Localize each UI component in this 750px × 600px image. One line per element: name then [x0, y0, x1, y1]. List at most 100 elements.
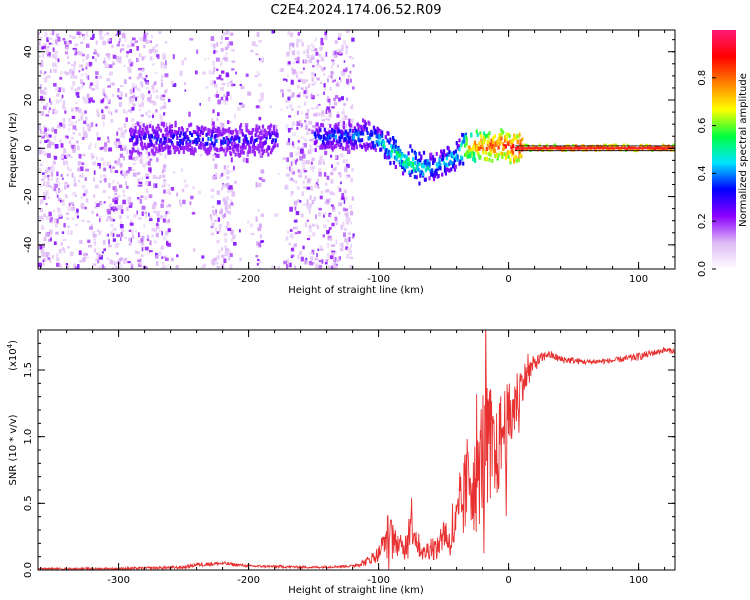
heatmap-speckle: [290, 191, 294, 195]
heatmap-speckle: [139, 154, 143, 159]
heatmap-speckle: [114, 243, 118, 249]
heatmap-speckle: [219, 174, 222, 179]
heatmap-speckle: [89, 84, 92, 89]
heatmap-speckle: [345, 97, 349, 101]
heatmap-speckle: [154, 50, 158, 55]
heatmap-ridge-cell: [143, 144, 146, 149]
heatmap-ridge-cell: [154, 131, 157, 136]
heatmap-ridge-cell: [149, 142, 152, 147]
heatmap-speckle: [329, 101, 331, 106]
heatmap-speckle: [217, 112, 220, 117]
heatmap-speckle: [219, 224, 223, 227]
heatmap-speckle: [220, 122, 225, 127]
heatmap-speckle: [49, 216, 54, 220]
heatmap-speckle: [60, 70, 63, 75]
heatmap-ridge-cell: [582, 148, 585, 152]
heatmap-ridge-cell: [205, 132, 208, 137]
heatmap-speckle: [142, 77, 145, 80]
heatmap-speckle: [114, 262, 117, 267]
heatmap-speckle: [164, 257, 169, 261]
heatmap-speckle: [63, 136, 67, 139]
heatmap-speckle: [81, 185, 86, 189]
heatmap-speckle: [223, 232, 228, 237]
heatmap-speckle: [173, 171, 176, 174]
heatmap-speckle: [96, 131, 99, 137]
heatmap-speckle: [315, 106, 319, 109]
heatmap-speckle: [345, 246, 349, 250]
heatmap-ridge-cell: [254, 133, 257, 137]
heatmap-speckle: [167, 183, 170, 187]
heatmap-speckle: [163, 112, 166, 116]
heatmap-speckle: [127, 201, 131, 205]
heatmap-ridge-cell: [344, 138, 347, 142]
heatmap-ridge-cell: [383, 155, 386, 160]
heatmap-speckle: [350, 243, 352, 249]
heatmap-speckle: [295, 151, 299, 156]
heatmap-speckle: [45, 114, 50, 117]
heatmap-ridge-cell: [672, 143, 675, 147]
heatmap-ridge-cell: [453, 158, 457, 162]
heatmap-ridge-cell: [516, 140, 519, 145]
heatmap-speckle: [146, 154, 149, 159]
heatmap-speckle: [286, 230, 290, 234]
heatmap-speckle: [97, 259, 100, 264]
heatmap-speckle: [334, 261, 336, 266]
heatmap-speckle: [289, 166, 291, 172]
heatmap-speckle: [146, 188, 149, 194]
heatmap-speckle: [137, 147, 140, 153]
heatmap-speckle: [160, 215, 163, 218]
heatmap-speckle: [336, 51, 340, 55]
heatmap-ridge-cell: [475, 129, 478, 134]
heatmap-ridge-cell: [207, 136, 210, 141]
heatmap-speckle: [127, 68, 132, 73]
heatmap-ridge-cell: [469, 152, 472, 157]
heatmap-speckle: [260, 240, 264, 243]
heatmap-speckle: [301, 191, 304, 196]
heatmap-speckle: [331, 222, 335, 227]
heatmap-speckle: [309, 138, 314, 142]
heatmap-ridge-cell: [493, 134, 497, 139]
heatmap-speckle: [255, 105, 260, 109]
heatmap-speckle: [224, 37, 229, 40]
heatmap-speckle: [200, 153, 203, 157]
heatmap-speckle: [258, 223, 262, 229]
heatmap-ridge-cell: [647, 148, 650, 151]
heatmap-ridge-cell: [241, 146, 244, 150]
heatmap-speckle: [67, 61, 70, 65]
heatmap-speckle: [215, 94, 220, 98]
heatmap-speckle: [120, 133, 123, 138]
heatmap-speckle: [54, 156, 58, 160]
heatmap-speckle: [119, 153, 124, 158]
heatmap-speckle: [73, 263, 76, 268]
heatmap-speckle: [128, 96, 132, 102]
heatmap-ridge-cell: [437, 162, 440, 167]
heatmap-speckle: [302, 167, 306, 171]
heatmap-speckle: [71, 172, 74, 178]
x-tick-label: -100: [367, 274, 390, 285]
heatmap-ridge-cell: [216, 148, 219, 152]
heatmap-ridge-cell: [431, 168, 434, 173]
heatmap-speckle: [337, 48, 341, 52]
heatmap-speckle: [39, 63, 44, 68]
heatmap-ridge-cell: [376, 142, 379, 147]
heatmap-speckle: [162, 218, 166, 223]
heatmap-speckle: [255, 181, 258, 185]
heatmap-ridge-cell: [488, 131, 491, 136]
heatmap-speckle: [344, 208, 348, 212]
heatmap-ridge-cell: [503, 145, 506, 150]
heatmap-speckle: [78, 70, 81, 73]
y-tick-label: 0.5: [23, 495, 34, 511]
heatmap-speckle: [93, 194, 96, 198]
y-tick-label: -20: [23, 188, 34, 204]
heatmap-ridge-cell: [210, 141, 214, 146]
heatmap-speckle: [121, 229, 125, 232]
heatmap-speckle: [349, 78, 352, 83]
heatmap-speckle: [222, 32, 227, 36]
heatmap-speckle: [231, 191, 236, 197]
heatmap-speckle: [85, 62, 89, 67]
heatmap-speckle: [131, 83, 136, 88]
heatmap-speckle: [336, 114, 340, 118]
heatmap-speckle: [324, 31, 328, 36]
heatmap-speckle: [337, 37, 341, 40]
